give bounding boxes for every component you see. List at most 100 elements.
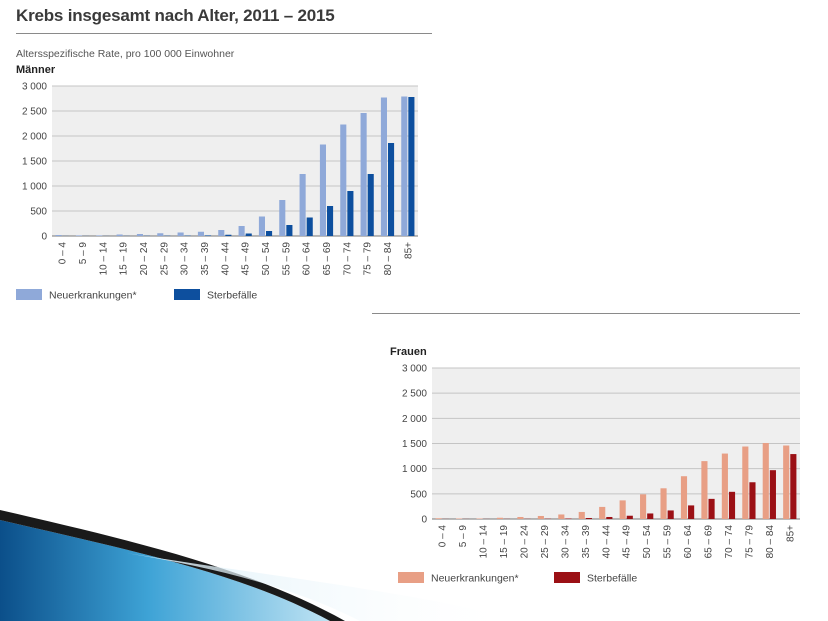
bar-deaths [626,515,633,519]
x-tick-label: 5 – 9 [78,242,89,265]
bar-deaths [245,233,252,236]
y-tick-label: 2 500 [22,107,47,118]
x-tick-label: 85+ [785,525,796,542]
legend-label: Sterbefälle [207,290,257,302]
bar-deaths [347,191,354,236]
bar-deaths [688,505,695,519]
bar-incidence [558,514,565,519]
x-tick-label: 75 – 79 [744,525,755,559]
bar-incidence [517,516,524,519]
x-tick-label: 80 – 84 [383,242,394,276]
legend-swatch [16,289,42,300]
x-tick-label: 50 – 54 [642,525,653,559]
bar-incidence [476,518,483,519]
bar-deaths [408,97,415,236]
bar-incidence [783,445,790,519]
y-tick-label: 1 000 [402,464,427,475]
x-tick-label: 75 – 79 [363,242,374,276]
bar-deaths [667,510,674,519]
x-tick-label: 20 – 24 [139,242,150,276]
bar-incidence [762,442,769,519]
bar-incidence [380,97,387,236]
x-tick-label: 30 – 34 [180,242,191,276]
bar-incidence [496,517,504,519]
bar-deaths [286,225,293,236]
bar-incidence [640,494,647,519]
bar-deaths [388,143,395,236]
bar-deaths [585,517,592,519]
bar-deaths [728,491,736,519]
bar-deaths [647,513,654,519]
bar-incidence [218,230,225,236]
x-tick-label: 25 – 29 [540,525,551,559]
x-tick-label: 10 – 14 [479,525,490,559]
x-tick-label: 70 – 74 [342,242,353,276]
x-tick-label: 30 – 34 [560,525,571,559]
legend-swatch [398,572,424,583]
y-tick-label: 500 [30,207,47,218]
x-tick-label: 25 – 29 [159,242,170,276]
men-panel-label: Männer [16,64,56,76]
bar-incidence [680,476,688,519]
bar-deaths [708,498,715,519]
bar-deaths [749,482,756,519]
page-title: Krebs insgesamt nach Alter, 2011 – 2015 [16,6,335,25]
x-tick-label: 80 – 84 [765,525,776,559]
bar-incidence [619,500,626,519]
x-tick-label: 5 – 9 [458,525,469,548]
y-tick-label: 0 [421,515,427,526]
x-tick-label: 65 – 69 [322,242,333,276]
x-tick-label: 0 – 4 [438,525,449,548]
bar-incidence [701,461,708,519]
y-tick-label: 2 500 [402,389,427,400]
legend-swatch [554,572,580,583]
x-tick-label: 45 – 49 [622,525,633,559]
bar-incidence [435,518,442,519]
bar-deaths [565,518,572,519]
bar-incidence [456,518,463,519]
legend-label: Neuerkrankungen* [431,573,519,585]
bar-deaths [306,217,313,236]
bar-incidence [319,144,326,236]
bar-incidence [299,174,306,236]
legend-swatch [174,289,200,300]
title-divider [16,33,432,34]
bar-incidence [742,446,749,519]
bar-incidence [599,506,606,519]
x-tick-label: 15 – 19 [499,525,510,559]
bar-incidence [401,96,408,236]
x-tick-label: 10 – 14 [98,242,109,276]
x-tick-label: 55 – 59 [281,242,292,276]
x-tick-label: 50 – 54 [261,242,272,276]
bar-deaths [367,174,374,236]
x-tick-label: 85+ [403,242,414,259]
bar-deaths [769,470,776,519]
bar-incidence [55,235,62,236]
y-tick-label: 1 000 [22,182,47,193]
y-tick-label: 1 500 [22,157,47,168]
y-tick-label: 0 [41,232,47,243]
bar-deaths [327,206,334,236]
bar-incidence [258,216,265,236]
bar-deaths [266,231,273,236]
y-tick-label: 500 [410,489,427,500]
bar-incidence [177,232,184,236]
bar-deaths [205,235,212,236]
x-tick-label: 55 – 59 [663,525,674,559]
x-tick-label: 65 – 69 [704,525,715,559]
x-tick-label: 40 – 44 [220,242,231,276]
bar-incidence [75,235,82,236]
bar-deaths [225,234,232,236]
bar-incidence [157,233,164,236]
bar-incidence [96,235,103,236]
bar-incidence [578,511,585,519]
bar-incidence [197,231,204,236]
bar-incidence [116,234,123,236]
women-panel-label: Frauen [390,346,427,358]
x-tick-label: 45 – 49 [241,242,252,276]
bar-incidence [721,453,728,519]
bar-incidence [136,234,143,236]
bar-incidence [360,113,367,236]
bar-incidence [660,488,667,519]
